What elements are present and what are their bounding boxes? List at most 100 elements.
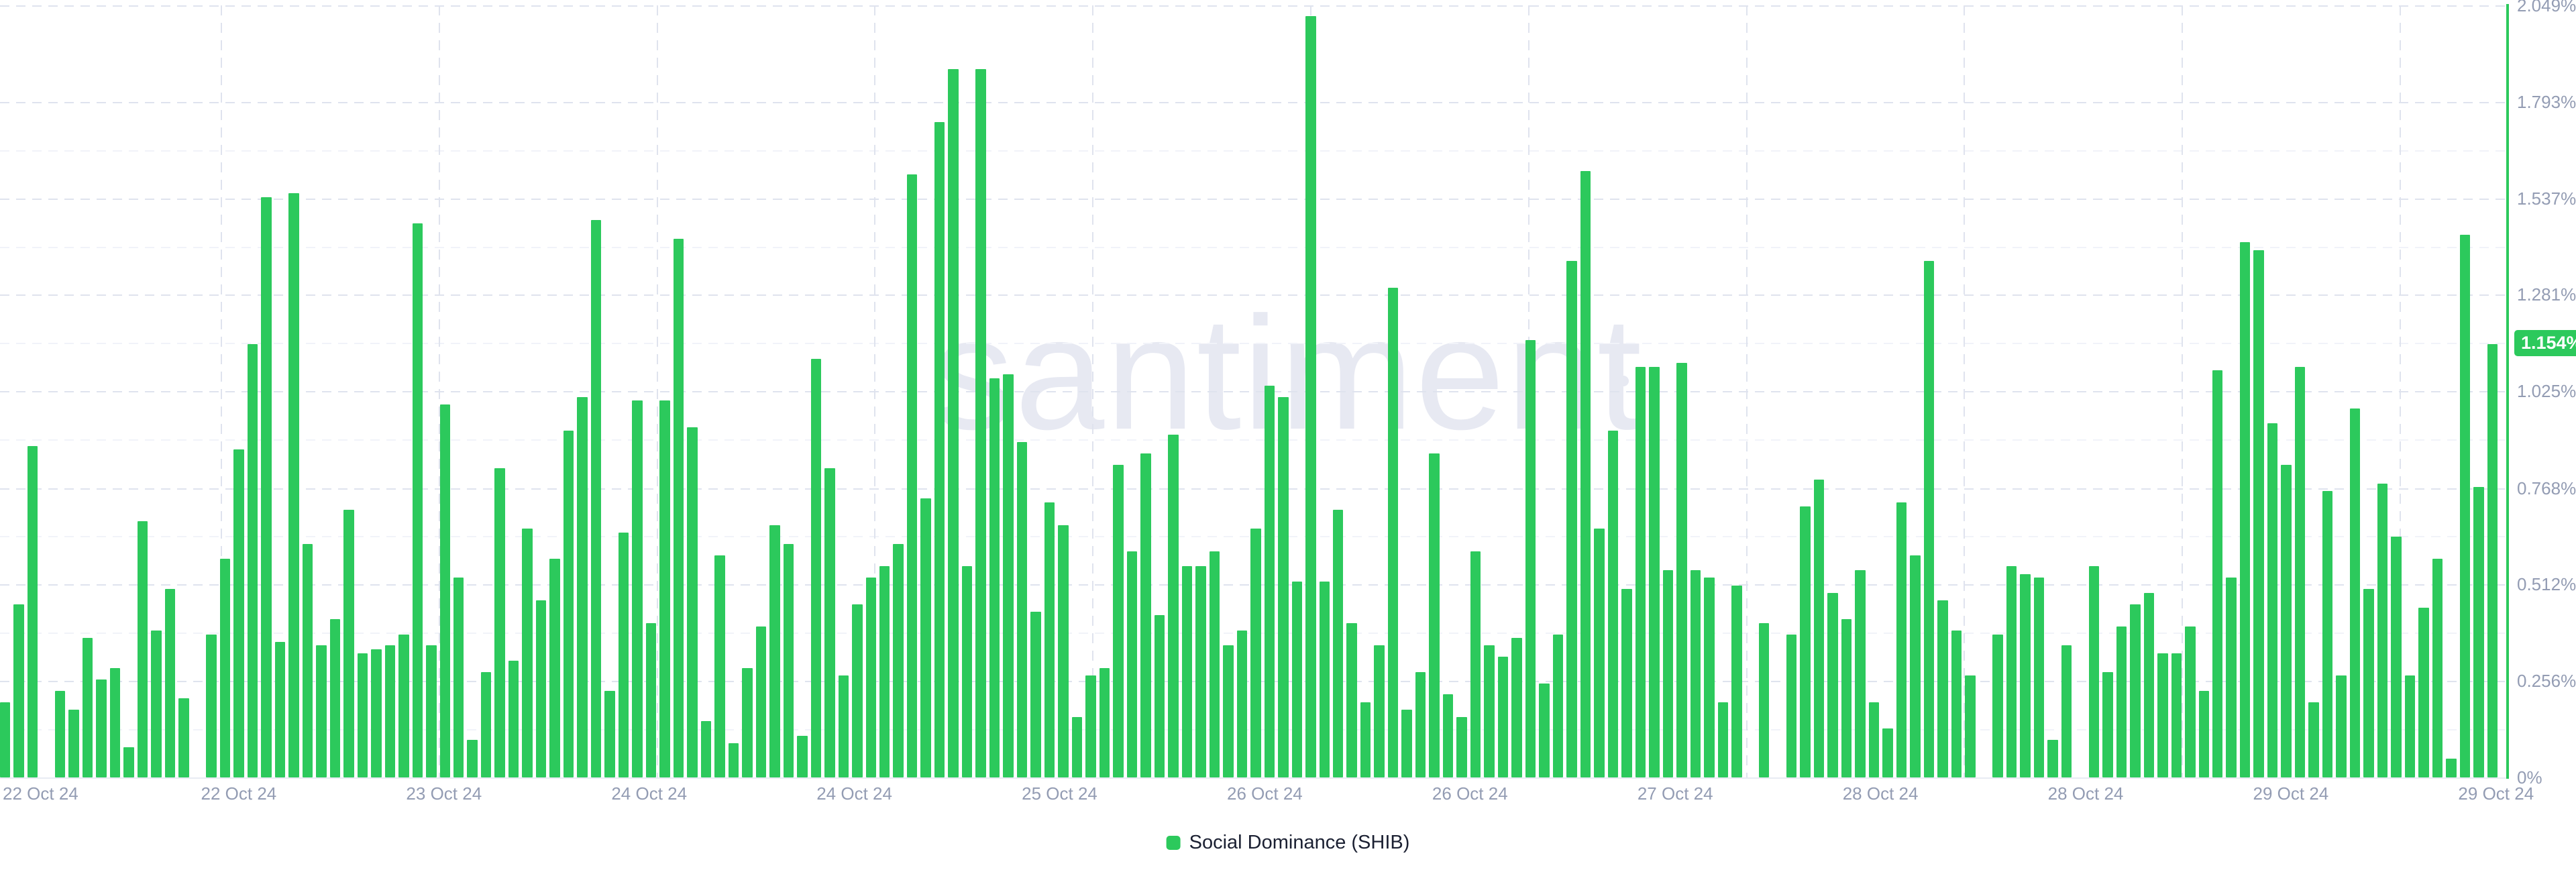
bar[interactable] (1896, 502, 1907, 777)
bar[interactable] (2322, 491, 2333, 777)
bar[interactable] (13, 604, 24, 777)
bar[interactable] (1154, 615, 1165, 777)
bar[interactable] (151, 630, 162, 777)
bar[interactable] (1278, 396, 1289, 777)
bar[interactable] (1209, 551, 1220, 777)
bar[interactable] (2487, 344, 2498, 777)
bar[interactable] (1360, 702, 1371, 777)
bar[interactable] (1525, 340, 1536, 777)
bar[interactable] (109, 668, 121, 777)
bar[interactable] (522, 529, 533, 777)
bar[interactable] (810, 359, 822, 777)
bar[interactable] (261, 197, 272, 777)
bar[interactable] (1374, 645, 1385, 777)
bar[interactable] (1291, 581, 1303, 777)
bar[interactable] (1415, 671, 1426, 777)
bar[interactable] (123, 747, 134, 777)
bar[interactable] (82, 638, 93, 777)
bar[interactable] (1195, 566, 1206, 777)
bar[interactable] (398, 634, 409, 777)
bar[interactable] (54, 690, 66, 777)
bar[interactable] (2418, 608, 2429, 777)
bar[interactable] (714, 555, 725, 777)
bar[interactable] (2267, 423, 2278, 777)
bar[interactable] (2185, 626, 2196, 777)
bar[interactable] (975, 68, 986, 777)
bar[interactable] (1937, 600, 1948, 777)
bar[interactable] (2006, 566, 2017, 777)
bar[interactable] (2432, 559, 2443, 777)
bar[interactable] (1731, 585, 1742, 777)
bar[interactable] (604, 690, 615, 777)
bar[interactable] (219, 559, 231, 777)
bar[interactable] (316, 645, 327, 777)
bar[interactable] (439, 404, 450, 777)
bar[interactable] (2391, 536, 2402, 777)
bar[interactable] (2253, 250, 2264, 777)
bar[interactable] (2157, 653, 2168, 777)
bar[interactable] (508, 660, 519, 777)
bar[interactable] (632, 400, 643, 777)
bar[interactable] (426, 645, 437, 777)
bar[interactable] (453, 578, 464, 777)
bar[interactable] (164, 589, 176, 777)
bar[interactable] (1841, 619, 1852, 777)
bar[interactable] (1759, 622, 1770, 777)
bar[interactable] (1580, 170, 1591, 777)
bar[interactable] (357, 653, 368, 777)
bar[interactable] (824, 468, 835, 777)
bar[interactable] (1387, 287, 1399, 777)
bar[interactable] (577, 396, 588, 777)
bar[interactable] (700, 720, 712, 777)
bar[interactable] (1635, 366, 1646, 777)
bar[interactable] (206, 634, 217, 777)
bar[interactable] (2116, 626, 2127, 777)
bar[interactable] (838, 675, 849, 777)
bar[interactable] (1662, 570, 1674, 777)
bar[interactable] (1868, 702, 1880, 777)
bar[interactable] (2198, 690, 2209, 777)
bar[interactable] (1181, 566, 1193, 777)
bar[interactable] (769, 525, 780, 777)
bar[interactable] (1099, 668, 1110, 777)
bar[interactable] (1305, 16, 1316, 777)
bar[interactable] (96, 679, 107, 777)
bar[interactable] (1003, 374, 1014, 777)
bar[interactable] (2088, 566, 2100, 777)
bar[interactable] (1965, 675, 1976, 777)
bar[interactable] (2473, 487, 2484, 777)
bar[interactable] (1649, 366, 1660, 777)
bar[interactable] (2226, 578, 2237, 777)
bar[interactable] (1910, 555, 1921, 777)
bar[interactable] (549, 559, 560, 777)
bar[interactable] (1250, 529, 1261, 777)
bar[interactable] (1113, 464, 1124, 777)
bar[interactable] (1813, 480, 1825, 777)
bar[interactable] (1690, 570, 1701, 777)
bar[interactable] (1951, 630, 1962, 777)
bar[interactable] (2446, 758, 2457, 777)
bar[interactable] (1539, 683, 1550, 777)
bar[interactable] (948, 68, 959, 777)
bar[interactable] (645, 622, 657, 777)
bar[interactable] (1717, 702, 1729, 777)
plot-area[interactable] (0, 5, 2509, 779)
bar[interactable] (2130, 604, 2141, 777)
bar[interactable] (2377, 483, 2388, 777)
bar[interactable] (412, 223, 423, 777)
bar[interactable] (2404, 675, 2416, 777)
bar[interactable] (494, 468, 505, 777)
bar[interactable] (233, 449, 244, 777)
bar[interactable] (1827, 592, 1838, 777)
bar[interactable] (2363, 589, 2374, 777)
bar[interactable] (274, 641, 286, 777)
bar[interactable] (865, 578, 876, 777)
bar[interactable] (879, 566, 890, 777)
bar[interactable] (2171, 653, 2182, 777)
bar[interactable] (673, 238, 684, 777)
bar[interactable] (535, 600, 547, 777)
bar[interactable] (2033, 578, 2045, 777)
bar[interactable] (68, 709, 79, 777)
bar[interactable] (480, 671, 492, 777)
bar[interactable] (961, 566, 973, 777)
